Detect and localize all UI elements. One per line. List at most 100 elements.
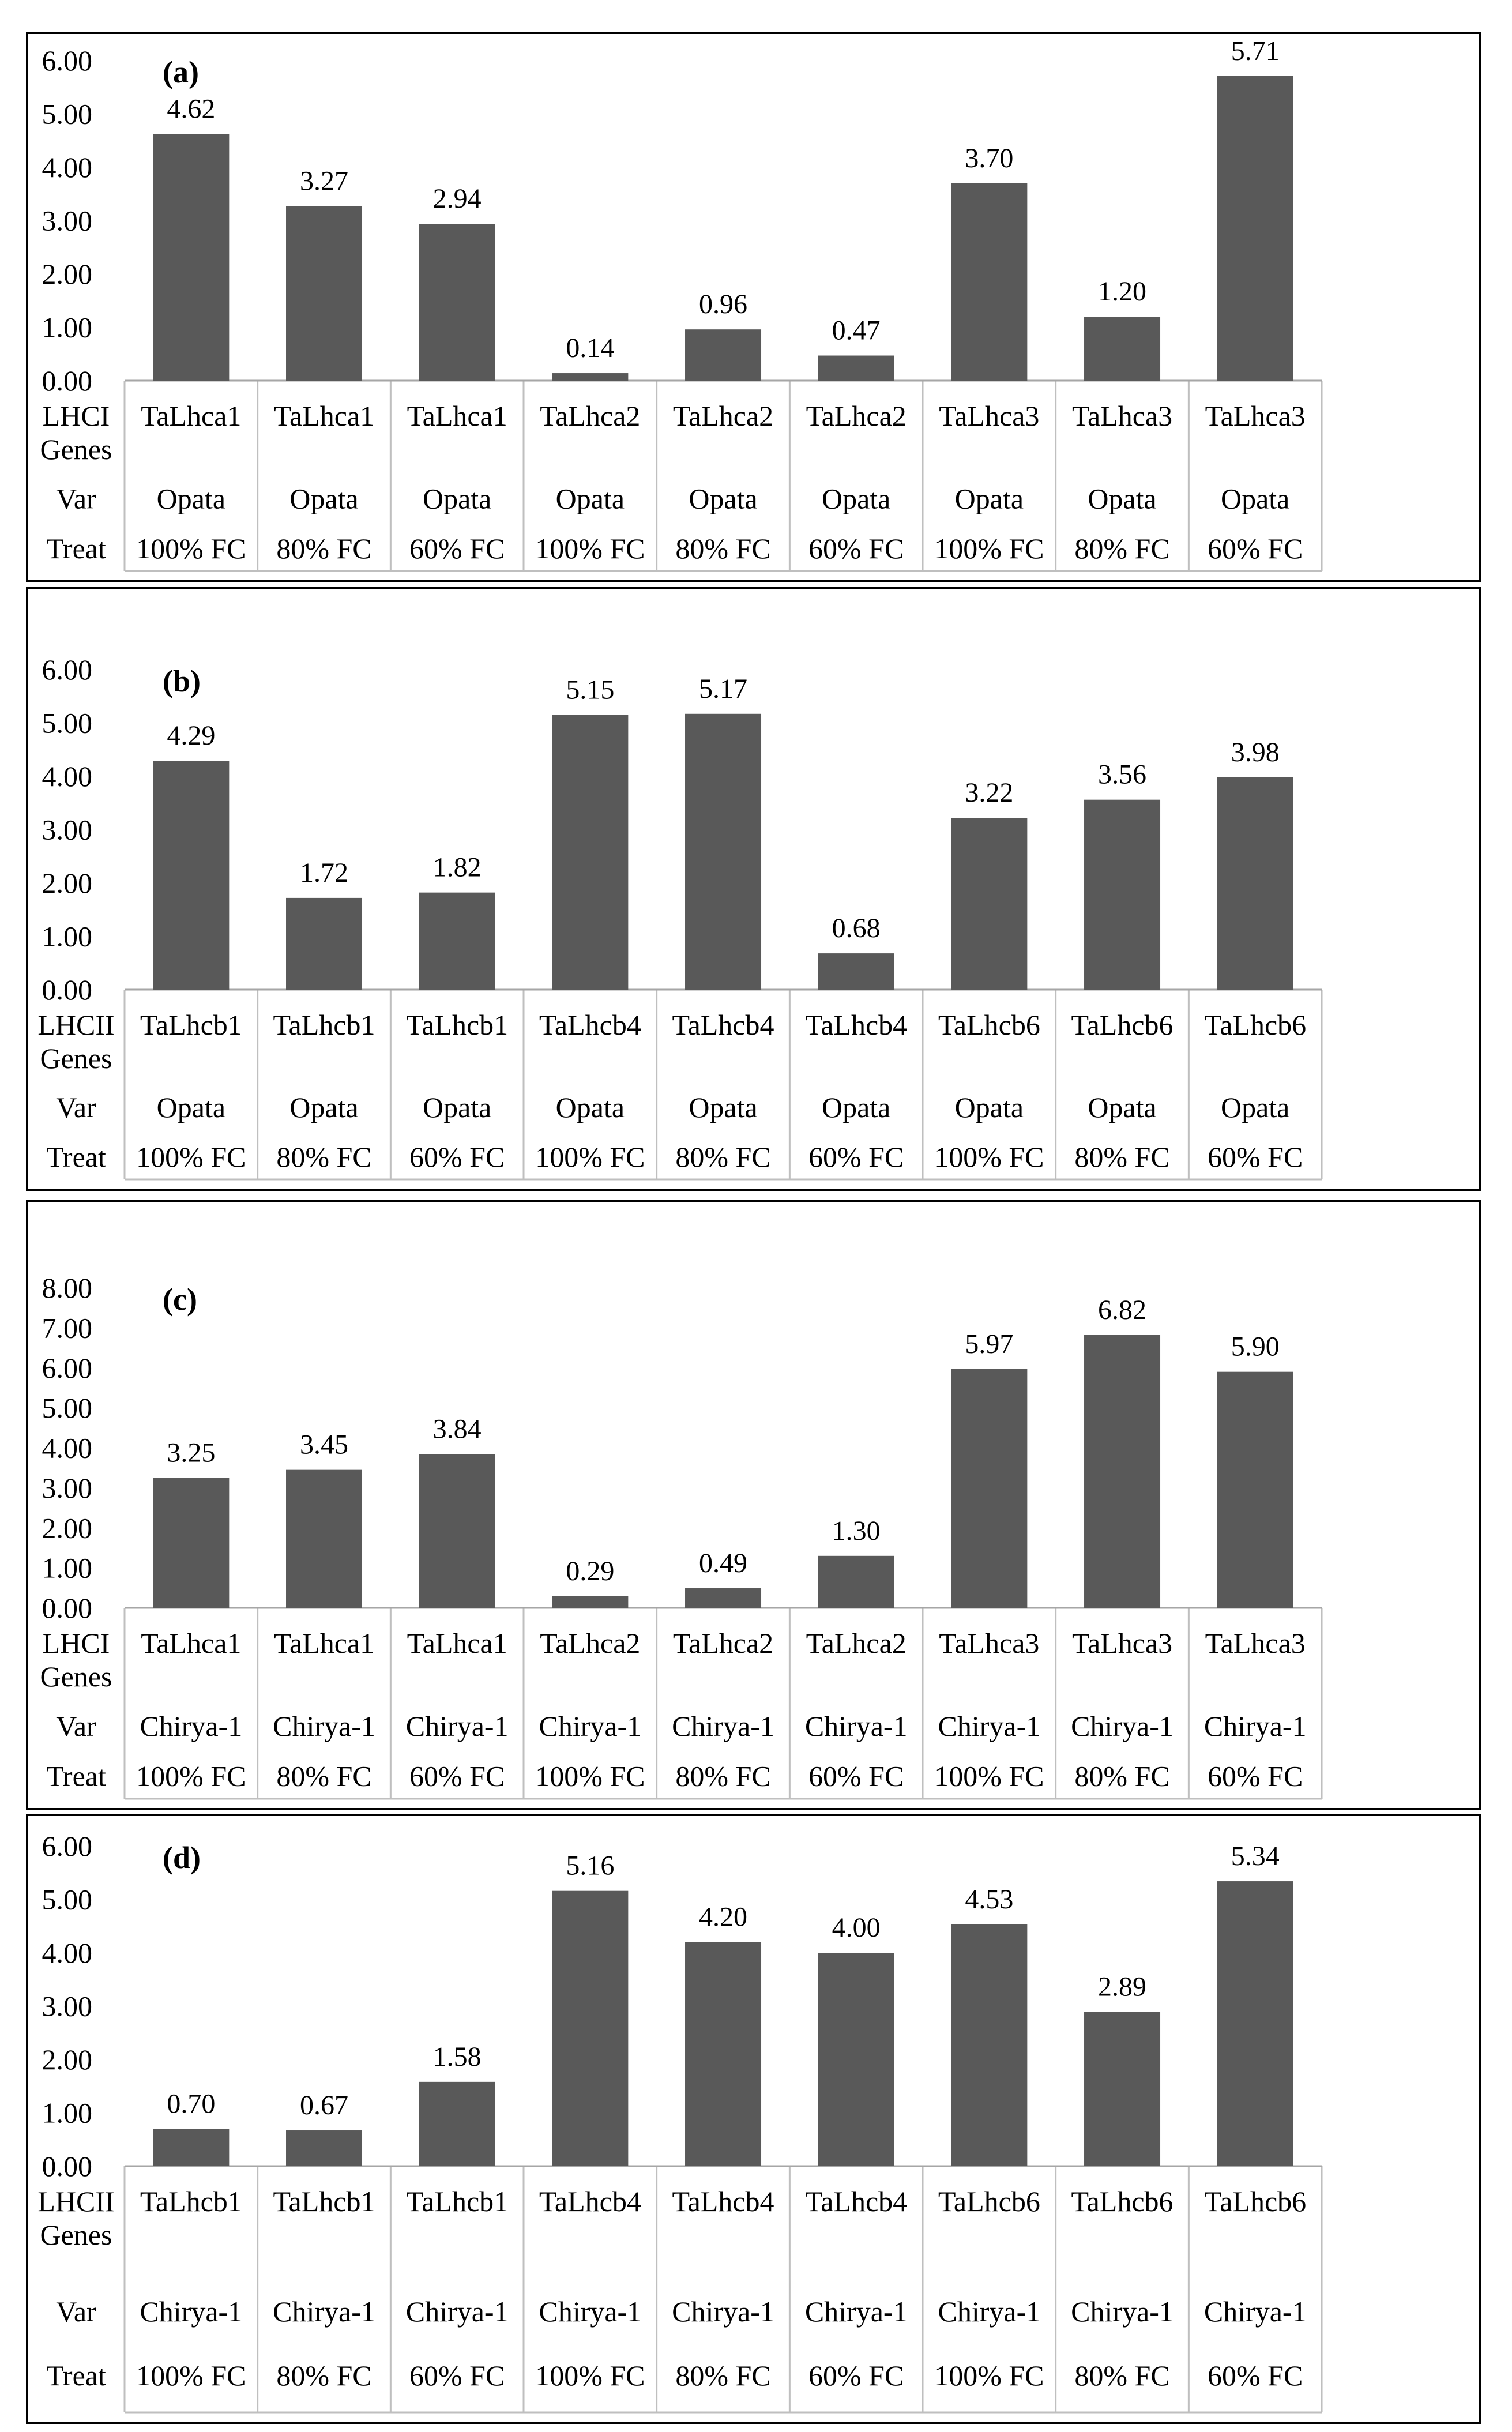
- x-category-treat: 60% FC: [409, 2359, 505, 2392]
- bar-value-label: 4.29: [167, 720, 215, 751]
- y-tick-label: 0.00: [42, 364, 93, 397]
- row-header-treat: Treat: [46, 2359, 106, 2392]
- x-category-treat: 60% FC: [1208, 532, 1303, 565]
- panel-label: (c): [163, 1282, 197, 1317]
- bar-value-label: 3.98: [1231, 737, 1280, 768]
- row-header-var: Var: [56, 2295, 96, 2328]
- x-category-var: Chirya-1: [805, 2295, 908, 2328]
- bar-value-label: 4.20: [699, 1902, 747, 1933]
- x-category-var: Opata: [1088, 1091, 1156, 1123]
- row-header-var: Var: [56, 1091, 96, 1123]
- row-header-treat: Treat: [46, 1141, 106, 1173]
- bar: [951, 818, 1028, 990]
- x-category-var: Opata: [689, 1091, 757, 1123]
- y-tick-label: 2.00: [42, 867, 93, 899]
- y-tick-label: 1.00: [42, 311, 93, 344]
- panel-border: [26, 1814, 1481, 2424]
- x-category-gene: TaLhca2: [673, 400, 773, 432]
- bar-value-label: 0.49: [699, 1548, 747, 1578]
- bar: [552, 1890, 629, 2166]
- x-category-gene: TaLhcb4: [539, 1009, 641, 1041]
- x-category-var: Opata: [955, 483, 1024, 515]
- x-category-treat: 100% FC: [136, 1141, 246, 1173]
- panel-label: (a): [163, 55, 199, 89]
- bar: [951, 183, 1028, 381]
- bar-value-label: 2.89: [1098, 1972, 1146, 2002]
- x-category-treat: 60% FC: [1208, 1141, 1303, 1173]
- bar-value-label: 6.82: [1098, 1295, 1146, 1325]
- x-category-gene: TaLhca1: [274, 400, 374, 432]
- bar: [153, 134, 230, 381]
- x-category-treat: 60% FC: [1208, 2359, 1303, 2392]
- y-tick-label: 6.00: [42, 653, 93, 686]
- x-category-var: Chirya-1: [273, 1710, 375, 1742]
- x-category-var: Chirya-1: [938, 1710, 1040, 1742]
- row-header-genes: LHCI Genes: [40, 1627, 112, 1693]
- x-category-treat: 60% FC: [409, 1141, 505, 1173]
- x-category-var: Opata: [1088, 483, 1156, 515]
- y-tick-label: 2.00: [42, 1512, 93, 1544]
- x-category-var: Chirya-1: [1204, 2295, 1307, 2328]
- y-tick-label: 4.00: [42, 1937, 93, 1969]
- bar-value-label: 3.70: [965, 143, 1013, 174]
- bar-value-label: 0.29: [566, 1556, 614, 1587]
- x-category-gene: TaLhcb6: [1204, 2185, 1306, 2217]
- x-category-gene: TaLhca2: [806, 1627, 907, 1659]
- bar: [818, 1555, 894, 1608]
- x-category-treat: 60% FC: [808, 1760, 904, 1792]
- x-category-gene: TaLhca1: [141, 1627, 241, 1659]
- x-category-var: Chirya-1: [140, 2295, 242, 2328]
- bar-value-label: 3.22: [965, 777, 1013, 808]
- x-category-gene: TaLhcb1: [406, 2185, 508, 2217]
- y-tick-label: 8.00: [42, 1272, 93, 1304]
- y-tick-label: 3.00: [42, 205, 93, 237]
- x-category-treat: 60% FC: [808, 532, 904, 565]
- y-tick-label: 0.00: [42, 2150, 93, 2182]
- x-category-gene: TaLhcb6: [1071, 2185, 1174, 2217]
- bar: [286, 206, 363, 381]
- x-category-gene: TaLhca2: [540, 400, 640, 432]
- x-category-treat: 60% FC: [409, 1760, 505, 1792]
- x-category-gene: TaLhca2: [673, 1627, 773, 1659]
- x-category-var: Chirya-1: [938, 2295, 1040, 2328]
- x-category-treat: 80% FC: [675, 1141, 770, 1173]
- x-category-treat: 80% FC: [1074, 1760, 1169, 1792]
- chart-panel-0: 0.00 1.00 2.00 3.00 4.00 5.00 6.00 (a) LHCI Genes…: [26, 32, 1481, 582]
- row-header-genes: LHCI Genes: [40, 400, 112, 465]
- x-category-treat: 80% FC: [1074, 2359, 1169, 2392]
- bar-value-label: 5.71: [1231, 36, 1280, 66]
- y-tick-label: 1.00: [42, 920, 93, 953]
- bar: [419, 1454, 495, 1608]
- x-category-var: Chirya-1: [1071, 1710, 1174, 1742]
- bar: [818, 953, 894, 990]
- y-tick-label: 6.00: [42, 44, 93, 77]
- bar: [286, 2130, 363, 2166]
- x-category-treat: 60% FC: [808, 2359, 904, 2392]
- x-category-var: Chirya-1: [406, 1710, 509, 1742]
- x-category-treat: 80% FC: [675, 1760, 770, 1792]
- x-category-var: Opata: [157, 483, 225, 515]
- x-category-treat: 100% FC: [535, 2359, 645, 2392]
- x-category-gene: TaLhca3: [1072, 400, 1172, 432]
- x-category-treat: 80% FC: [1074, 532, 1169, 565]
- x-category-treat: 80% FC: [276, 1141, 371, 1173]
- x-category-var: Opata: [423, 483, 491, 515]
- bar: [1084, 2012, 1161, 2166]
- x-category-gene: TaLhca1: [274, 1627, 374, 1659]
- row-header-genes: LHCII Genes: [37, 1009, 114, 1074]
- y-tick-label: 1.00: [42, 1552, 93, 1584]
- bar: [153, 761, 230, 990]
- y-tick-label: 5.00: [42, 1884, 93, 1916]
- x-category-var: Chirya-1: [672, 1710, 774, 1742]
- y-tick-label: 2.00: [42, 2043, 93, 2076]
- x-category-gene: TaLhca1: [141, 400, 241, 432]
- y-tick-label: 3.00: [42, 814, 93, 846]
- row-header-var: Var: [56, 1710, 96, 1742]
- panel-border: [26, 587, 1481, 1191]
- bar-value-label: 4.00: [832, 1912, 881, 1943]
- bar-value-label: 5.15: [566, 675, 614, 705]
- y-tick-label: 6.00: [42, 1352, 93, 1384]
- bar: [1217, 76, 1293, 381]
- x-category-gene: TaLhca3: [1205, 400, 1306, 432]
- y-tick-label: 3.00: [42, 1990, 93, 2023]
